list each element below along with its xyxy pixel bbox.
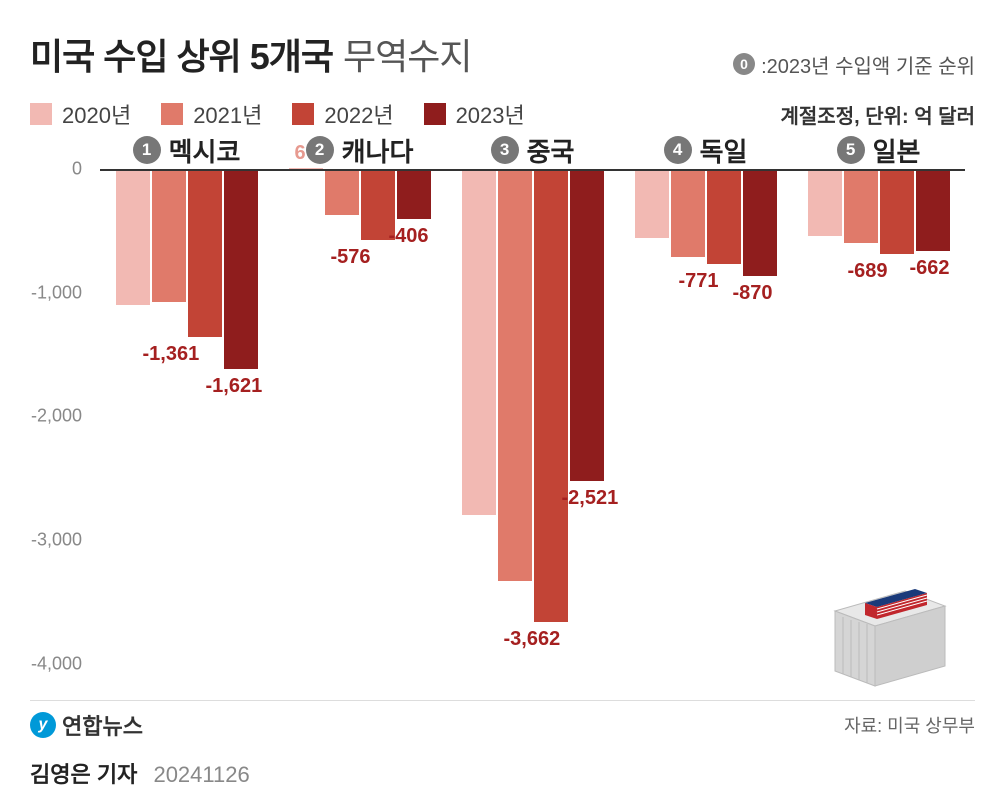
shipping-container-illustration <box>815 571 955 691</box>
legend-item: 2020년 <box>30 98 131 130</box>
y-tick-label: -2,000 <box>30 406 90 427</box>
bar-slot <box>116 144 150 664</box>
source-label: 자료: 미국 상무부 <box>844 712 975 738</box>
bar <box>397 169 431 219</box>
bars-wrapper: 6-576-406 <box>273 144 446 664</box>
bar <box>462 169 496 516</box>
title-light: 무역수지 <box>343 28 471 80</box>
chart-group: 1멕시코-1,361-1,621 <box>100 144 273 662</box>
bar-slot <box>325 144 359 664</box>
value-label: -870 <box>733 282 773 305</box>
bar-slot: -771 <box>707 144 741 664</box>
value-label: -689 <box>848 260 888 283</box>
legend-swatch <box>161 103 183 125</box>
legend-label: 2021년 <box>193 98 262 130</box>
rank-sample-badge: 0 <box>733 53 755 75</box>
bar-slot <box>671 144 705 664</box>
legend-item: 2023년 <box>424 98 525 130</box>
bar <box>880 169 914 254</box>
bar <box>635 169 669 238</box>
value-label: -3,662 <box>504 628 561 651</box>
y-tick-label: -4,000 <box>30 654 90 675</box>
bar <box>707 169 741 264</box>
value-label: -662 <box>910 257 950 280</box>
bar-slot: -3,662 <box>534 144 568 664</box>
bar-slot: -1,621 <box>224 144 258 664</box>
bar-slot: -576 <box>361 144 395 664</box>
author-name: 김영은 기자 <box>30 762 137 787</box>
bars-wrapper: -3,662-2,521 <box>446 144 619 664</box>
rank-note-text: :2023년 수입액 기준 순위 <box>761 50 975 79</box>
bar-slot <box>462 144 496 664</box>
bars-wrapper: -1,361-1,621 <box>100 144 273 664</box>
zero-baseline <box>100 169 965 171</box>
bar <box>116 169 150 305</box>
bar-slot: -2,521 <box>570 144 604 664</box>
bar <box>743 169 777 277</box>
y-tick-label: 0 <box>30 158 90 179</box>
bar <box>570 169 604 481</box>
legend-swatch <box>424 103 446 125</box>
news-logo: y 연합뉴스 <box>30 709 143 741</box>
value-label: -1,361 <box>143 343 200 366</box>
value-label: -2,521 <box>562 487 619 510</box>
bar <box>224 169 258 370</box>
value-label: 6 <box>295 142 306 165</box>
logo-text: 연합뉴스 <box>62 709 143 741</box>
bar-slot: -406 <box>397 144 431 664</box>
bar-slot <box>498 144 532 664</box>
y-tick-label: -3,000 <box>30 530 90 551</box>
rank-note: 0 :2023년 수입액 기준 순위 <box>733 50 975 79</box>
legend-item: 2022년 <box>292 98 393 130</box>
bar-slot <box>635 144 669 664</box>
title-row: 미국 수입 상위 5개국 무역수지 0 :2023년 수입액 기준 순위 <box>30 28 975 80</box>
bar <box>844 169 878 243</box>
bar-slot: -1,361 <box>188 144 222 664</box>
bar-slot: -870 <box>743 144 777 664</box>
bar-slot <box>152 144 186 664</box>
bar <box>916 169 950 251</box>
publish-date: 20241126 <box>153 762 249 787</box>
y-tick-label: -1,000 <box>30 282 90 303</box>
chart-group: 4독일-771-870 <box>619 144 792 662</box>
legend-item: 2021년 <box>161 98 262 130</box>
value-label: -771 <box>679 270 719 293</box>
byline: 김영은 기자 20241126 <box>30 757 250 789</box>
bar <box>498 169 532 581</box>
bar <box>325 169 359 215</box>
chart-group: 3중국-3,662-2,521 <box>446 144 619 662</box>
unit-label: 계절조정, 단위: 억 달러 <box>781 100 976 129</box>
legend-row: 2020년 2021년 2022년 2023년 계절조정, 단위: 억 달러 <box>30 98 975 130</box>
y-axis: 0-1,000-2,000-3,000-4,000 <box>30 144 90 662</box>
legend-label: 2023년 <box>456 98 525 130</box>
value-label: -576 <box>331 246 371 269</box>
value-label: -1,621 <box>206 375 263 398</box>
bar <box>534 169 568 622</box>
value-label: -406 <box>389 225 429 248</box>
logo-icon: y <box>30 712 56 738</box>
legend-label: 2020년 <box>62 98 131 130</box>
legend-label: 2022년 <box>324 98 393 130</box>
legend-swatch <box>30 103 52 125</box>
bar <box>152 169 186 303</box>
title-bold: 미국 수입 상위 5개국 <box>30 28 333 80</box>
bar-slot: 6 <box>289 144 323 664</box>
legend-swatch <box>292 103 314 125</box>
bar <box>188 169 222 338</box>
bar <box>808 169 842 236</box>
bars-wrapper: -771-870 <box>619 144 792 664</box>
chart-group: 2캐나다6-576-406 <box>273 144 446 662</box>
bar <box>671 169 705 257</box>
footer: y 연합뉴스 자료: 미국 상무부 <box>30 700 975 741</box>
